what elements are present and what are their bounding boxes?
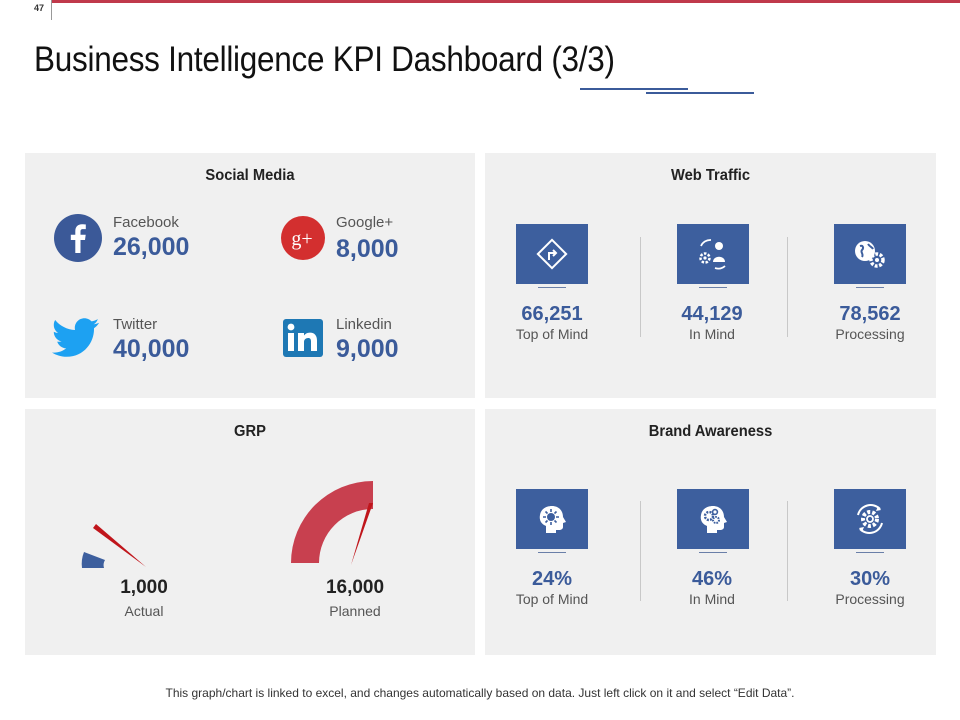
web-traffic-value-1: 66,251 <box>521 303 583 325</box>
head-gears-icon <box>677 489 749 549</box>
grp-actual-label: Actual <box>124 603 164 619</box>
separator <box>640 501 641 601</box>
brand-awareness-value-1: 24% <box>531 568 573 590</box>
brand-awareness-label-1: Top of Mind <box>515 591 589 607</box>
title-underline-2 <box>646 92 754 94</box>
page-number-box <box>28 0 52 20</box>
monitor-stand <box>538 287 566 288</box>
user-gears-icon <box>677 224 749 284</box>
top-accent-bar <box>52 0 960 3</box>
page-title: Business Intelligence KPI Dashboard (3/3… <box>34 40 615 79</box>
gauge-planned <box>291 481 373 565</box>
web-traffic-value-2: 44,129 <box>681 303 743 325</box>
monitor-stand <box>856 287 884 288</box>
twitter-icon <box>52 318 100 357</box>
brand-awareness-panel: Brand Awareness 24% Top of Mind 46% In M… <box>485 409 936 655</box>
social-media-title: Social Media <box>205 167 295 184</box>
monitor-stand <box>699 287 727 288</box>
road-sign-icon <box>516 224 588 284</box>
brand-awareness-label-2: In Mind <box>689 591 735 607</box>
head-idea-icon <box>516 489 588 549</box>
brand-awareness-label-3: Processing <box>835 591 905 607</box>
gauge-planned-arc <box>291 481 373 563</box>
gauge-actual <box>81 524 146 568</box>
separator <box>787 501 788 601</box>
globe-gear-icon <box>834 224 906 284</box>
social-media-panel: Social Media Facebook 26,000 g+ Google+ … <box>25 153 475 398</box>
page-number: 47 <box>34 3 45 13</box>
gauge-actual-needle <box>93 524 146 567</box>
gauge-actual-arc <box>81 552 105 568</box>
grp-planned-value: 16,000 <box>325 577 385 598</box>
google-plus-label: Google+ <box>336 214 394 231</box>
linkedin-label: Linkedin <box>336 316 392 333</box>
web-traffic-label-1: Top of Mind <box>515 326 589 342</box>
gauge-planned-needle <box>351 503 373 565</box>
monitor-stand <box>856 552 884 553</box>
separator <box>787 237 788 337</box>
facebook-label: Facebook <box>113 214 179 231</box>
gear-cycle-icon <box>834 489 906 549</box>
monitor-stand <box>538 552 566 553</box>
twitter-value: 40,000 <box>113 335 190 363</box>
brand-awareness-value-2: 46% <box>691 568 733 590</box>
web-traffic-title: Web Traffic <box>670 167 751 184</box>
web-traffic-value-3: 78,562 <box>839 303 901 325</box>
linkedin-value: 9,000 <box>336 335 399 363</box>
google-plus-value: 8,000 <box>336 235 399 263</box>
brand-awareness-value-3: 30% <box>849 568 891 590</box>
google-plus-icon: g+ <box>281 216 325 260</box>
grp-planned-label: Planned <box>329 603 381 619</box>
web-traffic-panel: Web Traffic 66,251 Top of Mind 44,129 In… <box>485 153 936 398</box>
title-underline <box>580 88 688 90</box>
separator <box>640 237 641 337</box>
svg-text:g+: g+ <box>291 228 312 250</box>
grp-actual-value: 1,000 <box>120 577 168 598</box>
web-traffic-label-3: Processing <box>835 326 905 342</box>
grp-title: GRP <box>234 423 266 440</box>
facebook-value: 26,000 <box>113 233 190 261</box>
footer-note: This graph/chart is linked to excel, and… <box>165 686 795 700</box>
grp-panel: GRP 1,000 Actual 16,000 Planned <box>25 409 475 655</box>
web-traffic-label-2: In Mind <box>689 326 735 342</box>
monitor-stand <box>699 552 727 553</box>
facebook-icon <box>54 214 102 262</box>
twitter-label: Twitter <box>113 316 158 333</box>
brand-awareness-title: Brand Awareness <box>648 423 773 440</box>
linkedin-icon <box>283 319 323 357</box>
